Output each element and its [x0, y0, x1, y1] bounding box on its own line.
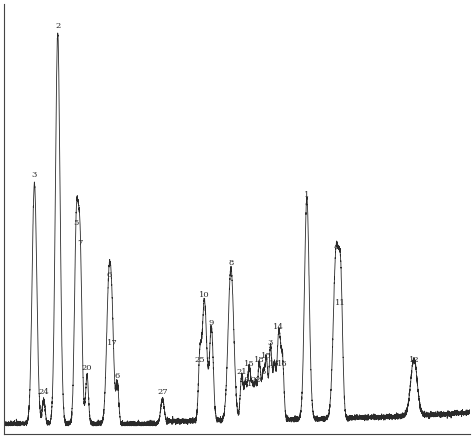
Text: 2: 2	[55, 22, 60, 30]
Text: 5: 5	[73, 219, 79, 227]
Text: 16: 16	[269, 360, 280, 367]
Text: 24: 24	[38, 388, 49, 396]
Text: 3: 3	[32, 171, 37, 179]
Text: 14: 14	[273, 323, 284, 332]
Text: 6: 6	[106, 271, 111, 279]
Text: 22: 22	[250, 376, 261, 384]
Text: 25: 25	[194, 356, 205, 364]
Text: 27: 27	[157, 388, 168, 396]
Text: 15: 15	[244, 360, 255, 367]
Text: 5: 5	[260, 367, 266, 376]
Text: 12: 12	[409, 356, 419, 364]
Text: 4: 4	[333, 243, 339, 251]
Text: 15: 15	[261, 352, 272, 360]
Text: 17: 17	[107, 339, 118, 347]
Text: 6: 6	[115, 371, 120, 380]
Text: 13: 13	[247, 380, 258, 388]
Text: 16: 16	[277, 360, 288, 367]
Text: 19: 19	[240, 376, 251, 384]
Text: 10: 10	[199, 291, 210, 299]
Text: 11: 11	[336, 299, 346, 307]
Text: 20: 20	[82, 364, 92, 371]
Text: 18: 18	[254, 356, 264, 364]
Text: 8: 8	[228, 259, 234, 267]
Text: 1: 1	[304, 191, 310, 199]
Text: 9: 9	[209, 319, 214, 328]
Text: 3: 3	[268, 339, 273, 347]
Text: 21: 21	[237, 367, 247, 376]
Text: 7: 7	[77, 239, 83, 247]
